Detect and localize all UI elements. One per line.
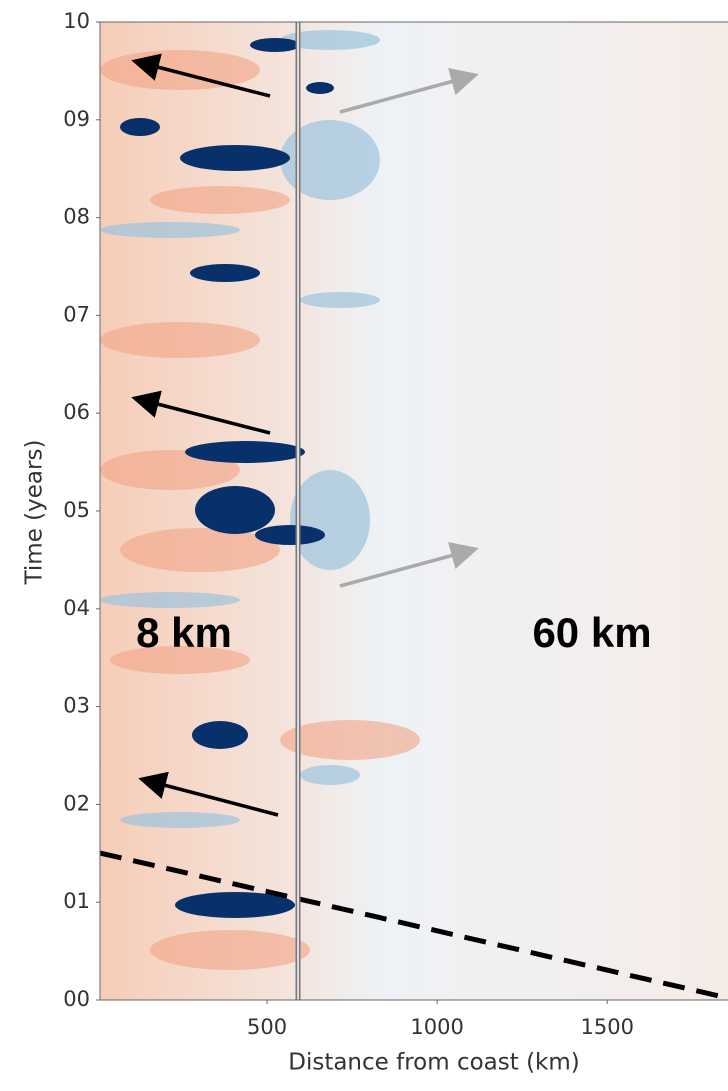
annotation: 60 km xyxy=(532,609,651,656)
x-axis-label: Distance from coast (km) xyxy=(288,1050,580,1076)
y-tick-label: 05 xyxy=(63,498,90,522)
x-tick-label: 500 xyxy=(247,1015,287,1039)
cool-patches xyxy=(100,30,380,828)
y-tick-label: 09 xyxy=(63,107,90,131)
y-tick-label: 06 xyxy=(63,400,90,424)
y-tick-label: 02 xyxy=(63,791,90,815)
y-axis-label: Time (years) xyxy=(22,440,48,586)
y-tick-label: 10 xyxy=(63,9,90,33)
field xyxy=(100,22,728,1000)
y-tick-label: 01 xyxy=(63,889,90,913)
arrows xyxy=(131,53,479,817)
y-tick-label: 03 xyxy=(63,694,90,718)
y-tick-label: 07 xyxy=(63,302,90,326)
dashed-line xyxy=(100,850,728,1000)
y-tick-label: 08 xyxy=(63,205,90,229)
x-tick-label: 1000 xyxy=(410,1015,463,1039)
field-bg xyxy=(100,22,728,1000)
x-tick-label: 1500 xyxy=(581,1015,634,1039)
y-tick-label: 00 xyxy=(63,987,90,1011)
y-tick-label: 04 xyxy=(63,596,90,620)
cold-blobs xyxy=(120,38,334,918)
annotation: 8 km xyxy=(136,609,232,656)
